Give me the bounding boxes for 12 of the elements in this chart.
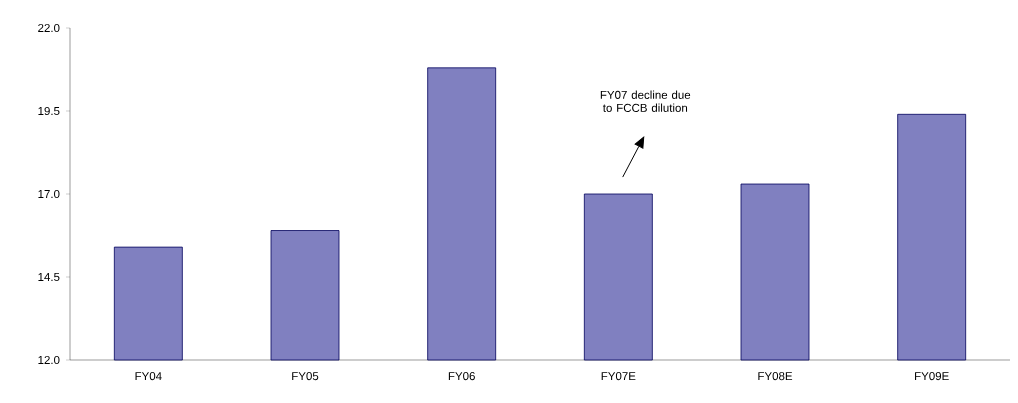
y-tick-label: 22.0: [38, 23, 60, 33]
x-tick-label: FY09E: [915, 372, 949, 381]
x-tick-label: FY08E: [758, 372, 793, 381]
y-tick-label: 17.0: [38, 189, 60, 199]
x-tick-label: FY07E: [601, 372, 636, 381]
y-tick-label: 19.5: [38, 106, 60, 116]
annotation: FY07 decline due to FCCB dilution: [600, 90, 691, 112]
x-tick-label: FY06: [448, 372, 475, 381]
y-tick-label: 12.0: [38, 355, 60, 365]
x-tick-label: FY04: [135, 372, 162, 381]
y-tick-label: 14.5: [38, 272, 60, 282]
x-tick-label: FY05: [292, 372, 319, 381]
